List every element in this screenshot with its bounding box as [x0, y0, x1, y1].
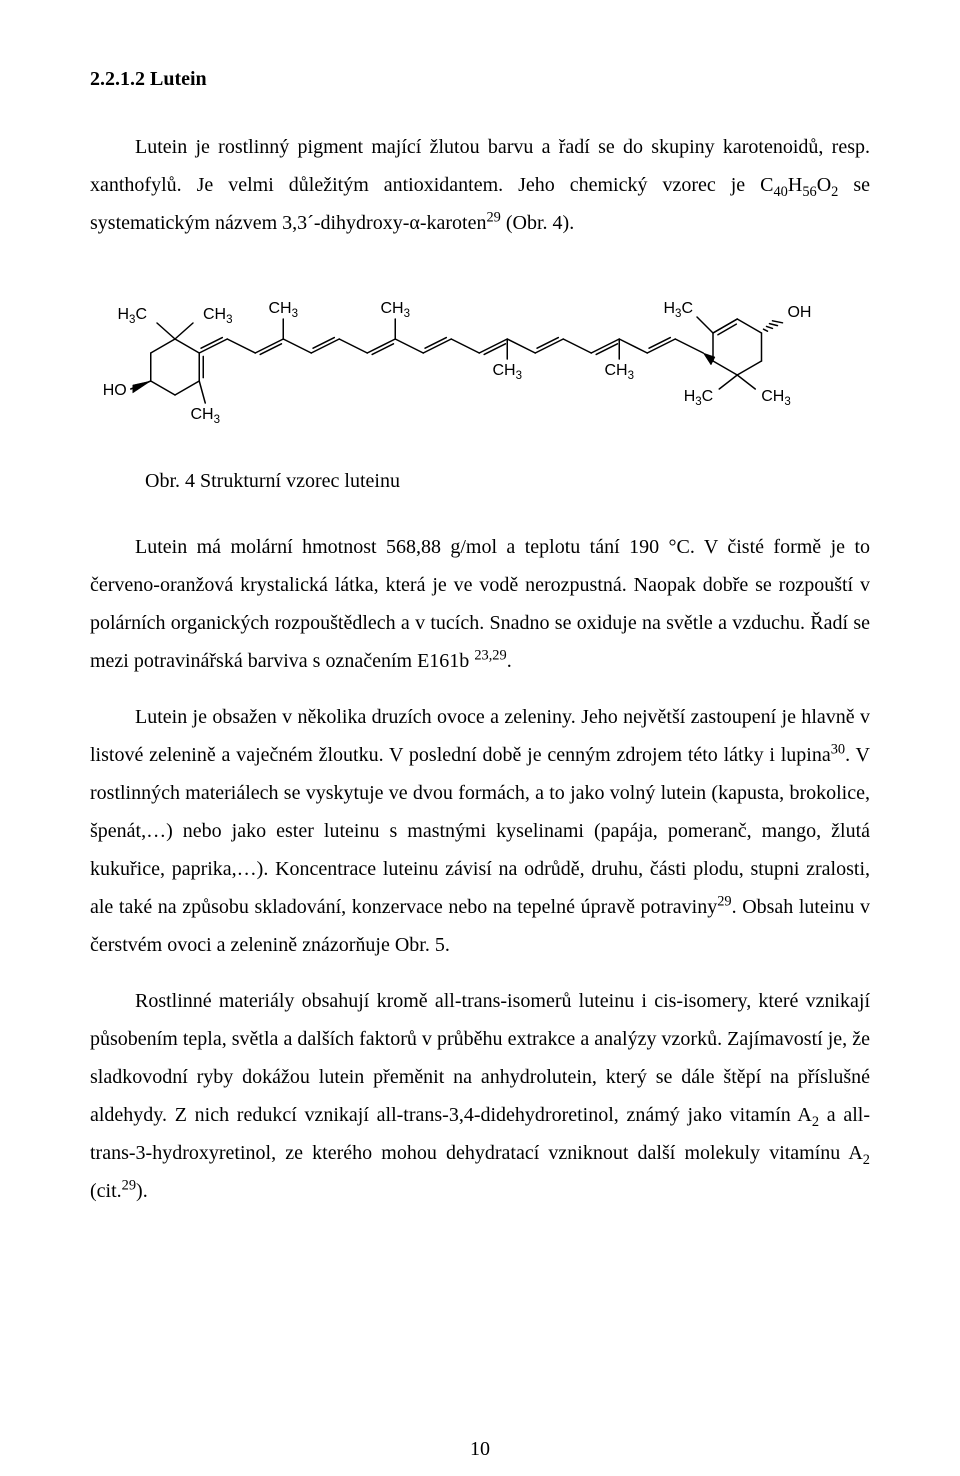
formula-h-sub: 56 [802, 184, 816, 200]
svg-text:CH3: CH3 [203, 306, 233, 326]
lutein-structure-svg: H3C CH3 CH3 HO CH3 CH3 CH3 CH3 H3C OH H3C CH3 [90, 272, 870, 442]
p2-b: . [507, 650, 512, 672]
formula-h: H [788, 174, 802, 196]
paragraph-2: Lutein má molární hmotnost 568,88 g/mol … [90, 528, 870, 680]
p4-a: Rostlinné materiály obsahují kromě all-t… [90, 990, 870, 1126]
p1-text-a: Lutein je rostlinný pigment mající žluto… [90, 136, 870, 196]
formula-c-sub: 40 [773, 184, 787, 200]
p4-c: (cit. [90, 1180, 122, 1202]
figure-caption: Obr. 4 Strukturní vzorec luteinu [145, 462, 870, 500]
svg-text:CH3: CH3 [604, 362, 634, 382]
figure-lutein-structure: H3C CH3 CH3 HO CH3 CH3 CH3 CH3 H3C OH H3C CH3 [90, 272, 870, 442]
svg-text:HO: HO [103, 382, 127, 399]
p4-sub1: 2 [812, 1114, 819, 1130]
formula-c: C [760, 174, 773, 196]
svg-text:CH3: CH3 [492, 362, 522, 382]
p3-a: Lutein je obsažen v několika druzích ovo… [90, 706, 870, 766]
paragraph-4: Rostlinné materiály obsahují kromě all-t… [90, 982, 870, 1210]
p4-sub2: 2 [863, 1152, 870, 1168]
svg-text:CH3: CH3 [761, 388, 791, 408]
section-heading: 2.2.1.2 Lutein [90, 60, 870, 98]
svg-text:CH3: CH3 [268, 300, 298, 320]
p2-sup: 23,29 [474, 647, 506, 663]
formula-o: O [817, 174, 831, 196]
paragraph-1: Lutein je rostlinný pigment mající žluto… [90, 128, 870, 242]
svg-text:CH3: CH3 [380, 300, 410, 320]
svg-text:CH3: CH3 [190, 406, 220, 426]
p4-sup: 29 [122, 1177, 136, 1193]
p3-sup1: 30 [831, 741, 845, 757]
paragraph-3: Lutein je obsažen v několika druzích ovo… [90, 698, 870, 964]
page-number: 10 [0, 1430, 960, 1468]
svg-text:OH: OH [787, 304, 811, 321]
svg-text:H3C: H3C [663, 300, 693, 320]
p1-sup: 29 [486, 209, 500, 225]
p1-tail: (Obr. 4). [501, 212, 574, 234]
svg-text:H3C: H3C [684, 388, 714, 408]
p3-sup2: 29 [717, 893, 731, 909]
p4-d: ). [136, 1180, 148, 1202]
svg-text:H3C: H3C [117, 306, 147, 326]
p3-b: . V rostlinných materiálech se vyskytuje… [90, 744, 870, 918]
